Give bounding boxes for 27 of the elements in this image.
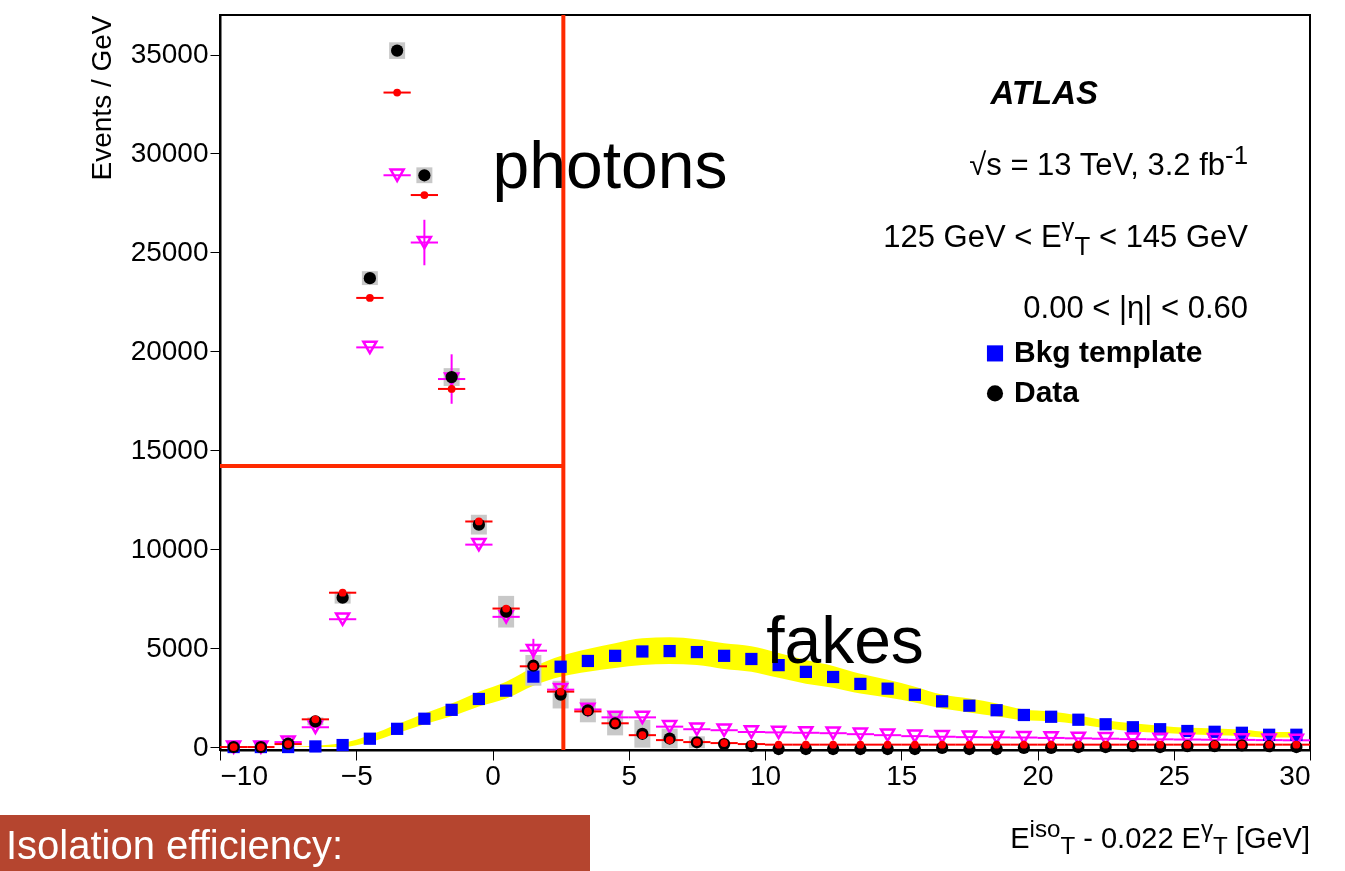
y-tick-label: 25000 <box>130 235 209 267</box>
x-tick-label: 0 <box>485 759 501 791</box>
y-tick-label: 5000 <box>146 631 209 663</box>
legend-label: Bkg template <box>1014 335 1203 369</box>
y-tick-label: 30000 <box>130 136 209 168</box>
annotation: √s = 13 TeV, 3.2 fb$^{-1}$ <box>968 140 1248 185</box>
y-axis-title: Events / GeV <box>85 15 117 181</box>
x-axis-title: E$^{iso}$$_{T}$ - 0.022 E$^{γ}$$_{T}$ [GeV] <box>1010 815 1310 861</box>
y-tick-label: 10000 <box>130 532 209 564</box>
x-tick-label: −10 <box>220 759 268 791</box>
y-tick-label: 35000 <box>130 38 209 70</box>
annotation: fakes <box>766 602 924 678</box>
legend-label: Data <box>1014 375 1080 409</box>
y-tick-label: 0 <box>192 730 209 762</box>
annotation: ATLAS <box>989 73 1099 113</box>
y-tick-label: 20000 <box>130 334 209 366</box>
x-tick-label: −5 <box>340 759 373 791</box>
x-tick-label: 25 <box>1158 759 1190 791</box>
annotation: 125 GeV < E$^{γ}$$_{T}$ < 145 GeV <box>883 212 1248 262</box>
y-tick-label: 15000 <box>130 433 209 465</box>
x-tick-label: 20 <box>1022 759 1054 791</box>
x-tick-label: 30 <box>1279 759 1311 791</box>
annotation: 0.00 < |η| < 0.60 <box>1023 289 1248 325</box>
caption-panel: Isolation efficiency: <box>0 815 590 871</box>
x-tick-label: 15 <box>886 759 918 791</box>
x-tick-label: 10 <box>749 759 782 791</box>
x-tick-label: 5 <box>621 759 638 791</box>
